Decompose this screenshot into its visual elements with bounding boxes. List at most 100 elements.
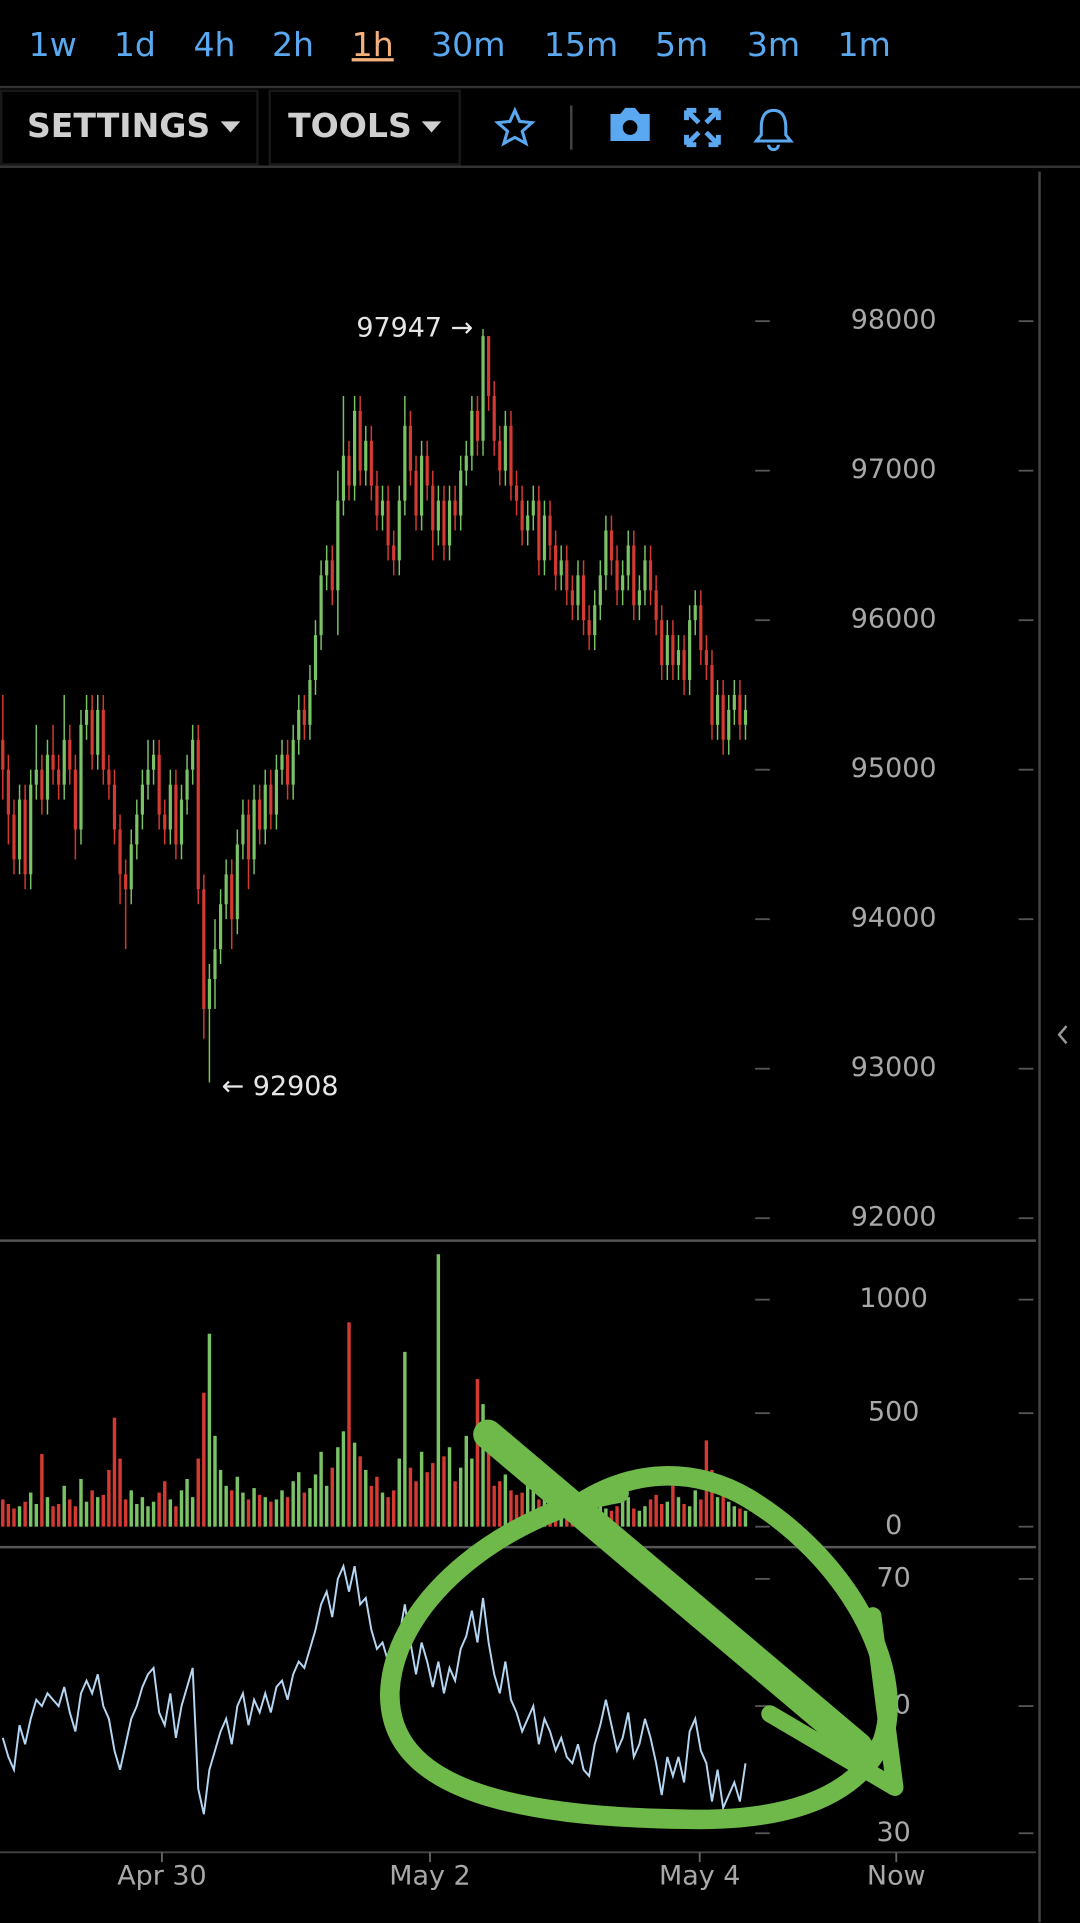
timeframe-button[interactable]: 30m (431, 25, 505, 64)
timeframe-button[interactable]: 4h (194, 25, 236, 64)
timeframe-button[interactable]: 1m (838, 25, 891, 64)
menu-button[interactable]: SETTINGS (27, 106, 210, 145)
candle-body (676, 650, 681, 666)
candle-body (313, 635, 318, 680)
x-tick-label: May 4 (659, 1860, 740, 1891)
candle-body (1, 739, 5, 770)
volume-bar (699, 1499, 703, 1527)
volume-bar (274, 1499, 279, 1527)
candle-body (202, 889, 206, 1009)
volume-bar (660, 1503, 664, 1527)
candle-body (587, 620, 591, 636)
y-tick-label: 95000 (851, 753, 937, 784)
candle-body (693, 605, 697, 621)
volume-bar (693, 1490, 697, 1527)
volume-bar (375, 1476, 379, 1527)
volume-bar (90, 1490, 94, 1527)
candle-body (68, 739, 72, 770)
timeframe-button[interactable]: 1w (29, 25, 77, 64)
volume-bar (414, 1481, 418, 1527)
low-annotation: ← 92908 (222, 1071, 339, 1102)
candle-body (151, 754, 156, 770)
candle-body (436, 500, 440, 531)
candle-body (12, 814, 16, 860)
volume-bar (257, 1494, 262, 1527)
volume-bar (682, 1503, 686, 1527)
candle-body (17, 799, 22, 860)
volume-bar (34, 1503, 39, 1527)
volume-bar (352, 1442, 357, 1527)
y-tick-label: 96000 (851, 604, 937, 635)
candle-body (62, 739, 66, 785)
timeframe-button[interactable]: 15m (544, 25, 618, 64)
volume-bar (615, 1506, 619, 1527)
volume-bar (235, 1476, 240, 1527)
candle-body (375, 485, 379, 516)
volume-bar (190, 1497, 195, 1527)
volume-bar (687, 1506, 692, 1527)
volume-bar (135, 1503, 139, 1527)
candle-body (648, 560, 653, 591)
candle-body (308, 679, 312, 725)
volume-bar (520, 1492, 524, 1527)
y-tick-label: 94000 (851, 903, 937, 934)
candle-body (531, 500, 535, 516)
fullscreen-icon[interactable] (684, 107, 721, 148)
timeframe-button[interactable]: 3m (747, 25, 800, 64)
candle-body (207, 978, 212, 1009)
candle-body (263, 784, 267, 830)
volume-bar (475, 1379, 480, 1527)
candle-body (269, 784, 273, 815)
candle-body (626, 545, 630, 576)
volume-bar (146, 1506, 150, 1527)
settings-box[interactable] (0, 89, 259, 166)
candle-body (285, 754, 290, 785)
x-tick-label: May 2 (389, 1860, 470, 1891)
timeframe-button[interactable]: 5m (655, 25, 708, 64)
candle-body (570, 590, 574, 606)
candle-body (325, 560, 329, 576)
favorite-icon[interactable] (494, 106, 536, 147)
volume-bar (481, 1404, 485, 1527)
volume-bar (715, 1497, 720, 1527)
alert-icon[interactable] (753, 108, 794, 152)
candle-body (280, 754, 284, 770)
timeframe-button[interactable]: 1h (352, 25, 394, 64)
candle-body (481, 336, 485, 441)
candle-body (699, 605, 703, 651)
candle-body (258, 799, 262, 830)
candle-body (380, 500, 385, 516)
hand-drawn-annotation (380, 1419, 904, 1830)
timeframe-button[interactable]: 2h (272, 25, 314, 64)
volume-bar (648, 1499, 653, 1527)
volume-bar (676, 1497, 681, 1527)
volume-bar (68, 1499, 72, 1527)
candle-body (191, 739, 195, 770)
volume-bar (727, 1501, 731, 1527)
volume-bar (179, 1490, 184, 1527)
volume-bar (503, 1474, 508, 1527)
volume-bar (107, 1469, 111, 1527)
volume-bar (397, 1458, 401, 1527)
tools-box[interactable] (268, 89, 461, 166)
volume-bar (308, 1488, 312, 1527)
candle-body (129, 844, 133, 890)
candle-body (235, 844, 239, 920)
candle-body (124, 874, 128, 890)
volume-bar (73, 1506, 78, 1527)
volume-bar (269, 1501, 273, 1527)
volume-bar (56, 1503, 61, 1527)
sidebar-toggle[interactable] (1057, 1025, 1068, 1045)
timeframe-button[interactable]: 1d (114, 25, 156, 64)
volume-bar (671, 1485, 675, 1527)
menu-button[interactable]: TOOLS (288, 106, 412, 145)
camera-icon[interactable] (610, 107, 650, 142)
candle-body (291, 739, 295, 785)
candle-body (230, 874, 234, 920)
candle-body (542, 515, 547, 561)
candle-body (29, 784, 33, 875)
y-tick-label: 92000 (851, 1202, 937, 1233)
candle-body (224, 874, 228, 905)
volume-bar (28, 1492, 33, 1527)
